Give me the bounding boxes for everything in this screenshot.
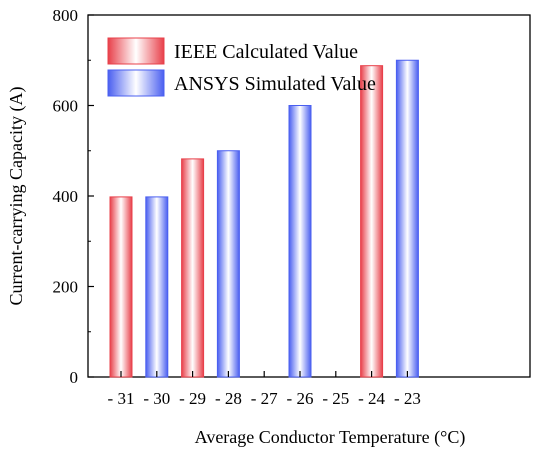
y-axis: 0 200 400 600 800 [53,6,94,387]
x-tick-label: - 24 [358,389,385,408]
bar-layer [109,59,419,378]
x-tick-label: - 30 [143,389,170,408]
x-tick-label: - 29 [179,389,206,408]
y-axis-title: Current-carrying Capacity (A) [6,87,27,306]
x-tick-label: - 27 [251,389,278,408]
legend: IEEE Calculated Value ANSYS Simulated Va… [107,37,376,97]
y-tick-label: 800 [53,6,79,25]
y-tick-label: 400 [53,187,79,206]
legend-swatch-ieee [107,37,165,65]
x-tick-label: - 31 [108,389,135,408]
x-tick-label: - 28 [215,389,242,408]
bar-ieee [109,196,133,378]
bar-ansys [288,105,312,378]
legend-label-ieee: IEEE Calculated Value [174,41,358,63]
bar-ansys [395,59,419,378]
y-tick-label: 0 [70,368,79,387]
x-tick-label: - 25 [322,389,349,408]
y-tick-label: 600 [53,97,79,116]
legend-swatch-ansys [107,69,165,97]
x-axis-title: Average Conductor Temperature (°C) [195,427,466,448]
x-tick-label: - 23 [394,389,421,408]
y-tick-label: 200 [53,278,79,297]
bar-ansys [216,150,240,378]
x-tick-label: - 26 [287,389,314,408]
legend-label-ansys: ANSYS Simulated Value [174,73,376,95]
x-axis: - 31 - 30 - 29 - 28 - 27 - 26 - 25 - 24 - 23 [108,371,421,408]
bar-ansys [145,196,169,378]
bar-ieee [181,158,205,378]
bar-ieee [360,65,384,378]
